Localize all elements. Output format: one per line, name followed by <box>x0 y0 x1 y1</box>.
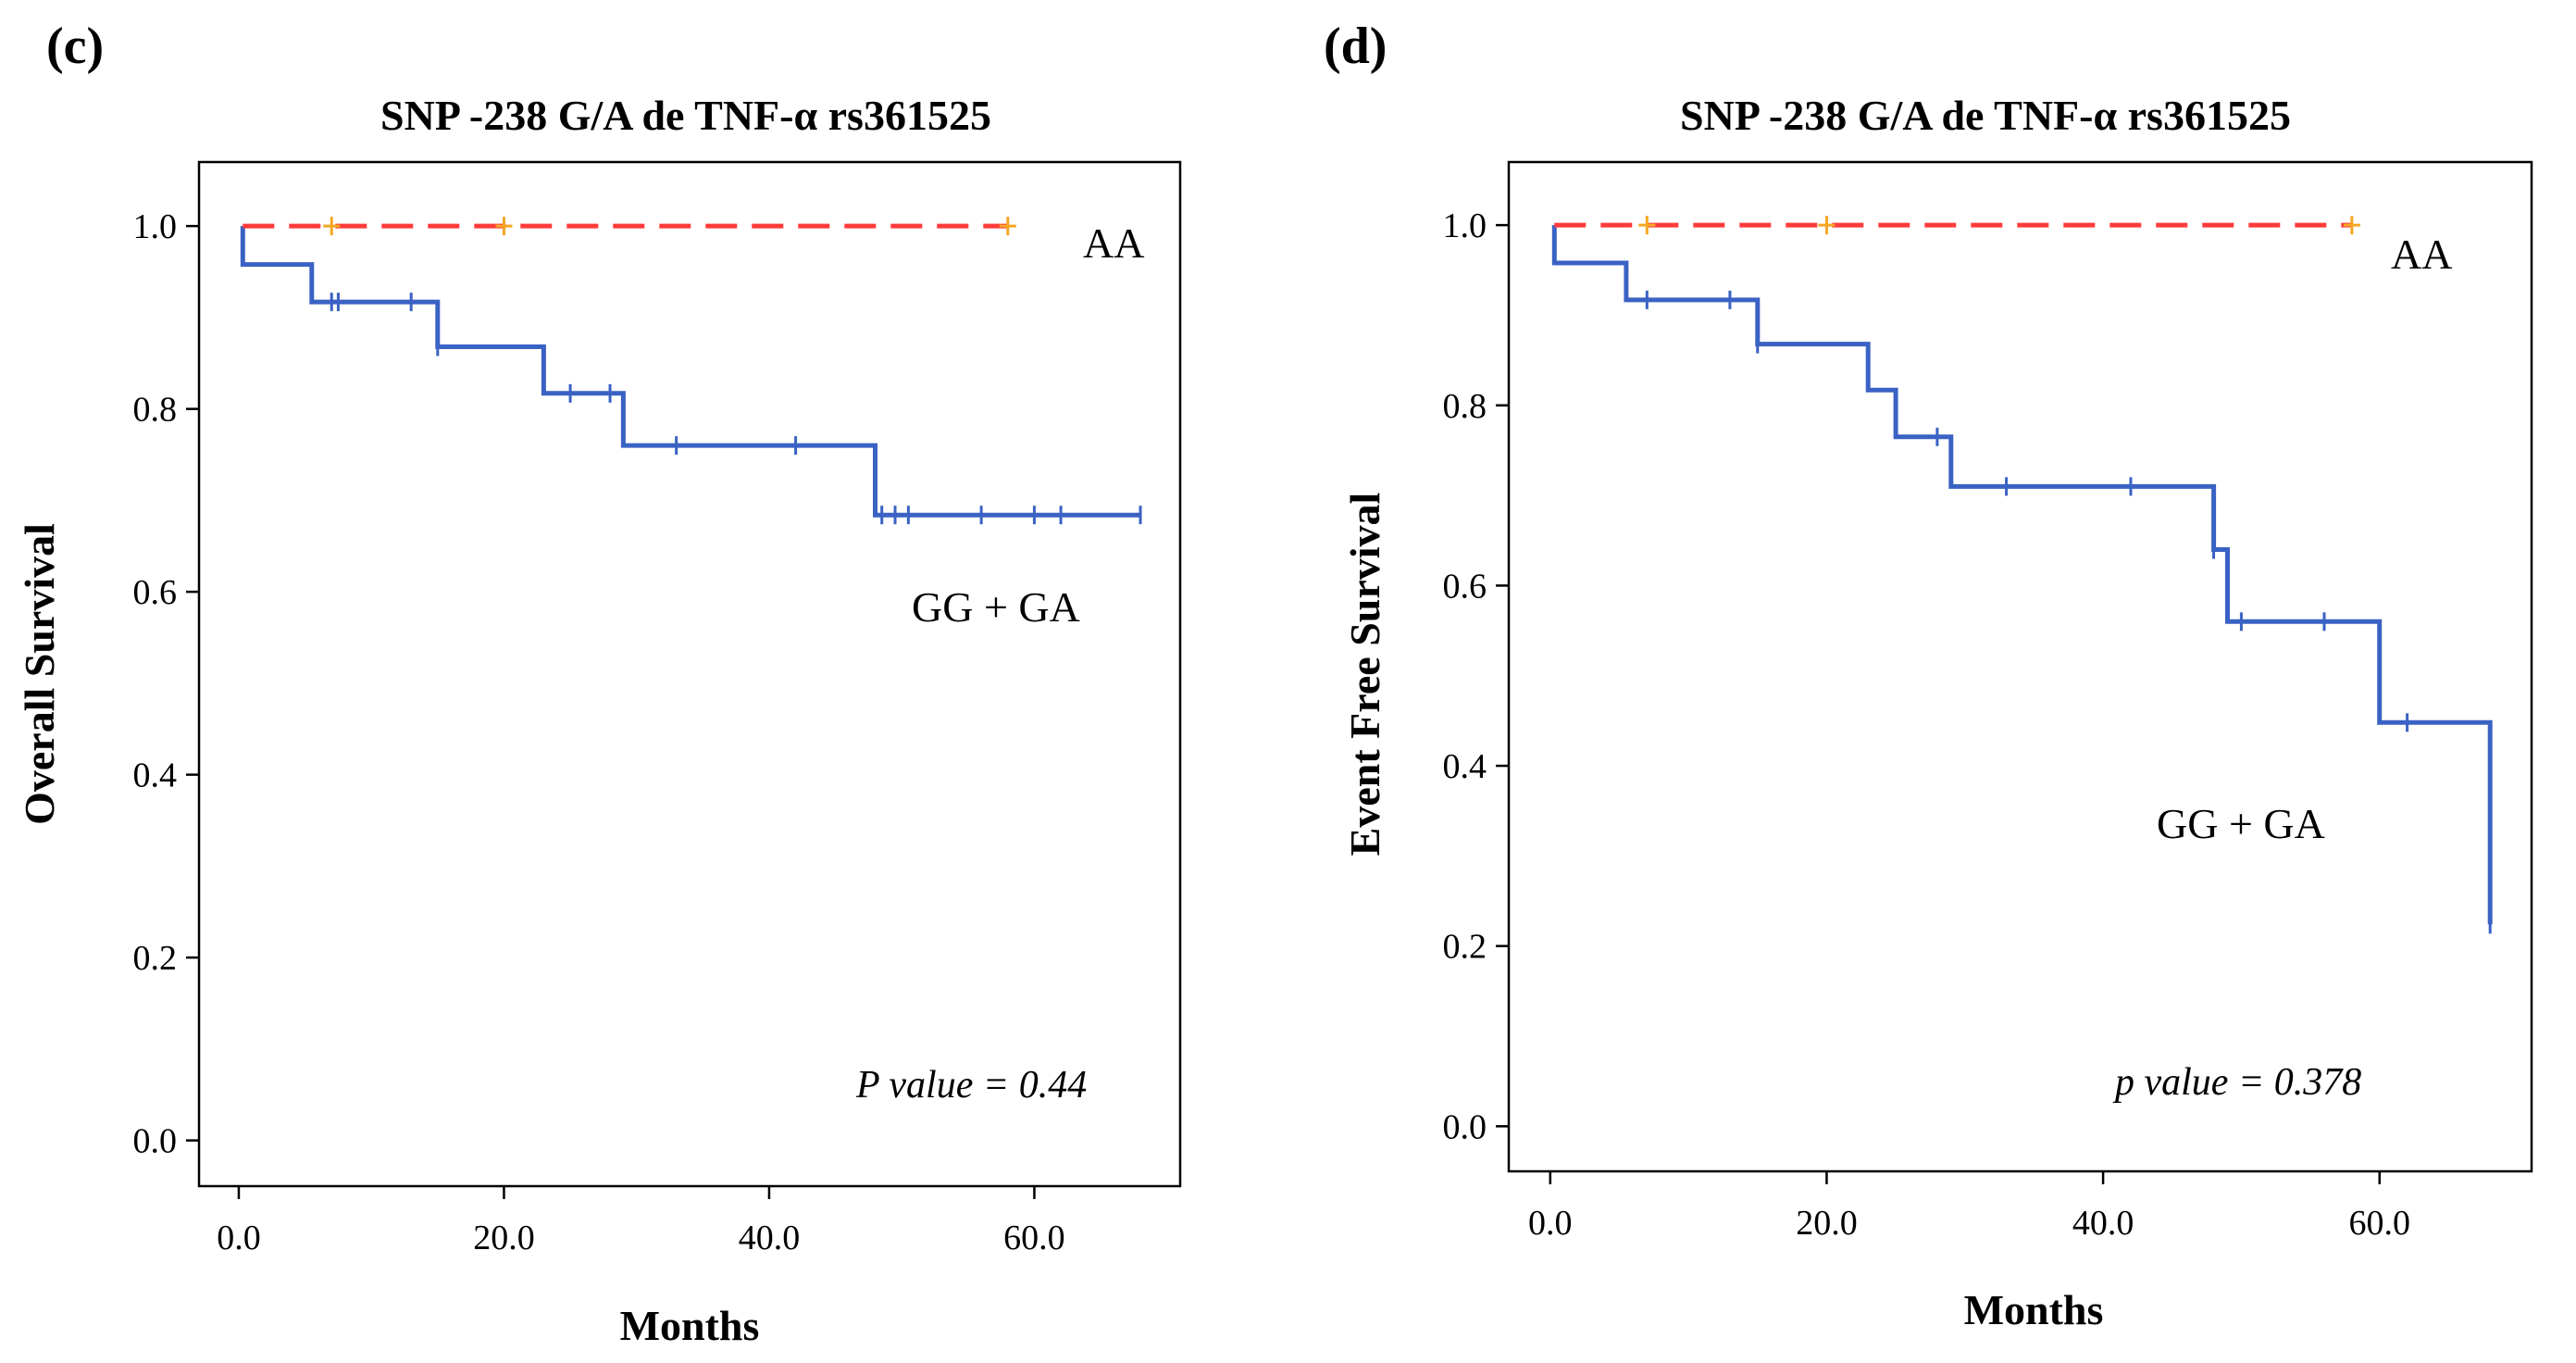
p-value-annotation-c: P value = 0.44 <box>855 1064 1087 1107</box>
marks-d <box>1551 216 2493 934</box>
axes-d: 0.0 0.2 0.4 0.6 0.8 1.0 0.0 20.0 40.0 60.0 <box>1443 206 2410 1243</box>
y-tick-label-d-3: 0.6 <box>1443 567 1487 606</box>
p-value-annotation-d: p value = 0.378 <box>2112 1061 2361 1104</box>
plot-frame-c <box>197 160 1182 1188</box>
x-tick-label-d-1: 20.0 <box>1796 1204 1858 1243</box>
y-tick-label-d-4: 0.8 <box>1443 387 1487 426</box>
series-line-c-gg-ga <box>240 226 1140 518</box>
x-axis-label-c: Months <box>620 1302 760 1349</box>
y-tick-label-d-1: 0.2 <box>1443 928 1487 967</box>
chart-title-c: SNP -238 G/A de TNF-α rs361525 <box>380 92 991 139</box>
y-axis-label-c: Overall Survival <box>16 523 63 825</box>
y-tick-label-c-0: 0.0 <box>133 1122 178 1161</box>
x-tick-label-d-3: 60.0 <box>2348 1204 2410 1243</box>
legend-label-gg-ga-d: GG + GA <box>2157 800 2325 847</box>
series-line-d-gg-ga <box>1551 225 2493 925</box>
y-tick-label-c-2: 0.4 <box>133 757 178 795</box>
y-tick-label-c-3: 0.6 <box>133 573 178 612</box>
y-tick-label-d-5: 1.0 <box>1443 206 1487 245</box>
y-tick-label-c-1: 0.2 <box>133 939 178 978</box>
y-tick-label-d-0: 0.0 <box>1443 1107 1487 1146</box>
legend-label-aa-c: AA <box>1083 219 1144 267</box>
x-tick-label-c-2: 40.0 <box>739 1219 801 1257</box>
x-tick-label-c-1: 20.0 <box>473 1219 535 1257</box>
panel-label-d: (d) <box>1324 18 1387 75</box>
legend-label-aa-d: AA <box>2391 231 2452 278</box>
axes-c: 0.0 0.2 0.4 0.6 0.8 1.0 0.0 20.0 40.0 60.0 <box>133 207 1065 1257</box>
y-axis-label-d: Event Free Survival <box>1341 493 1388 857</box>
y-tick-label-c-5: 1.0 <box>133 207 178 246</box>
panel-d: (d) SNP -238 G/A de TNF-α rs361525 0.00.… <box>1324 18 2533 1333</box>
x-tick-label-d-0: 0.0 <box>1528 1204 1573 1243</box>
y-tick-label-d-2: 0.4 <box>1443 747 1487 786</box>
x-tick-label-d-2: 40.0 <box>2072 1204 2134 1243</box>
y-tick-label-c-4: 0.8 <box>133 391 178 430</box>
panel-label-c: (c) <box>46 18 104 75</box>
marks-c <box>240 217 1142 525</box>
x-axis-label-d: Months <box>1964 1286 2104 1333</box>
x-tick-label-c-3: 60.0 <box>1003 1219 1065 1257</box>
legend-label-gg-ga-c: GG + GA <box>912 583 1080 631</box>
x-tick-label-c-0: 0.0 <box>217 1219 261 1257</box>
chart-title-d: SNP -238 G/A de TNF-α rs361525 <box>1680 92 2291 139</box>
panel-c: (c) SNP -238 G/A de TNF-α rs361525 0.00.… <box>16 18 1182 1349</box>
plot-frame-d <box>1507 160 2533 1173</box>
